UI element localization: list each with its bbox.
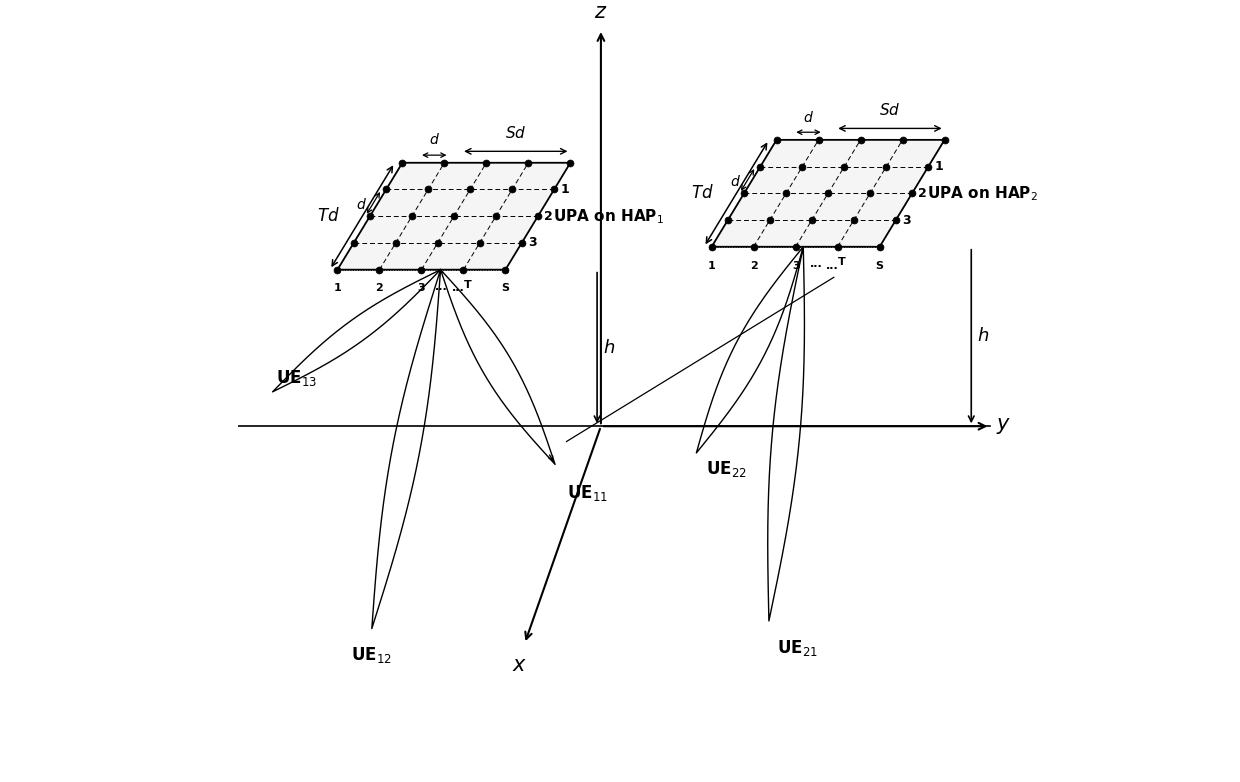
Text: 2: 2 xyxy=(376,283,383,293)
Text: UE$_{21}$: UE$_{21}$ xyxy=(776,638,817,658)
Text: $Td$: $Td$ xyxy=(691,185,713,203)
Text: $x$: $x$ xyxy=(512,655,527,676)
Text: $h$: $h$ xyxy=(977,328,990,346)
Text: $Sd$: $Sd$ xyxy=(879,102,900,119)
Text: 3: 3 xyxy=(792,260,800,271)
Text: ...: ... xyxy=(453,283,465,293)
Polygon shape xyxy=(712,140,945,247)
Text: T: T xyxy=(464,281,471,290)
Text: $h$: $h$ xyxy=(603,339,615,357)
Text: 1: 1 xyxy=(935,160,944,173)
Text: T: T xyxy=(837,257,846,267)
Text: ...: ... xyxy=(826,260,839,271)
Text: 2: 2 xyxy=(918,187,928,200)
Text: UE$_{12}$: UE$_{12}$ xyxy=(351,645,392,665)
Text: 1: 1 xyxy=(334,283,341,293)
Text: $y$: $y$ xyxy=(996,416,1011,436)
Text: S: S xyxy=(501,283,510,293)
Text: ...: ... xyxy=(435,282,448,292)
Text: 3: 3 xyxy=(901,213,910,227)
Text: 2: 2 xyxy=(544,210,553,223)
Text: ...: ... xyxy=(810,259,822,269)
Text: UPA on HAP$_1$: UPA on HAP$_1$ xyxy=(553,207,665,225)
Text: $z$: $z$ xyxy=(594,2,608,21)
Text: $d$: $d$ xyxy=(730,174,740,189)
Text: 3: 3 xyxy=(418,283,425,293)
Text: UE$_{22}$: UE$_{22}$ xyxy=(706,459,746,479)
Text: UE$_{11}$: UE$_{11}$ xyxy=(567,483,608,504)
Text: UPA on HAP$_2$: UPA on HAP$_2$ xyxy=(928,184,1038,203)
Text: 2: 2 xyxy=(750,260,758,271)
Text: $d$: $d$ xyxy=(356,197,367,212)
Text: S: S xyxy=(875,260,884,271)
Text: 1: 1 xyxy=(708,260,715,271)
Text: $d$: $d$ xyxy=(804,109,813,124)
Text: 3: 3 xyxy=(528,236,537,249)
Text: $Sd$: $Sd$ xyxy=(505,125,527,142)
Text: $d$: $d$ xyxy=(429,132,440,148)
Text: $Td$: $Td$ xyxy=(316,207,340,225)
Polygon shape xyxy=(337,163,570,270)
Text: 1: 1 xyxy=(560,183,569,196)
Text: UE$_{13}$: UE$_{13}$ xyxy=(277,368,317,388)
